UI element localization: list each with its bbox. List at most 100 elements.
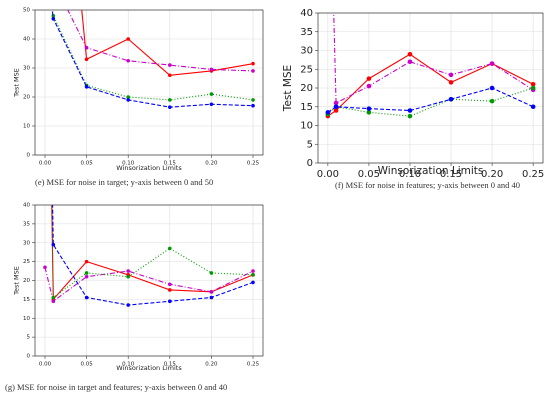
y-tick-label: 50 — [23, 8, 30, 14]
data-point — [209, 92, 214, 96]
plot-frame — [34, 9, 264, 156]
y-tick-label: 0 — [27, 354, 31, 360]
y-tick-label: 30 — [23, 66, 30, 72]
data-point — [251, 269, 255, 273]
x-tick-label: 0.15 — [164, 160, 177, 166]
data-point — [126, 274, 130, 279]
x-tick-label: 0.10 — [122, 361, 135, 367]
data-point — [51, 299, 56, 304]
data-point — [168, 282, 172, 287]
x-tick-label: 0.20 — [481, 169, 503, 180]
data-point — [168, 288, 172, 292]
caption: (f) MSE for noise in features; y-axis be… — [335, 180, 520, 190]
data-point — [407, 113, 413, 119]
data-point — [168, 98, 172, 102]
caption: (e) MSE for noise in target; y-axis betw… — [35, 177, 213, 187]
x-tick-label: 0.20 — [205, 160, 218, 166]
data-point — [84, 45, 89, 50]
x-tick-label: 0.00 — [317, 169, 339, 180]
data-point — [168, 246, 172, 251]
data-point — [84, 85, 89, 89]
series-line — [44, 267, 254, 303]
data-point — [251, 103, 255, 108]
series-line — [51, 10, 254, 101]
series-line — [67, 10, 254, 72]
y-tick-label: 10 — [300, 121, 313, 132]
series-line — [51, 205, 254, 299]
data-point — [366, 76, 372, 81]
y-tick-label: 15 — [300, 102, 313, 113]
plot-frame — [34, 204, 264, 357]
series-line — [51, 205, 254, 301]
data-point — [209, 290, 214, 294]
data-point — [209, 271, 214, 275]
data-point — [84, 274, 89, 279]
y-tick-label: 35 — [23, 221, 30, 227]
data-point — [209, 67, 214, 72]
data-point — [448, 72, 454, 78]
x-tick-label: 0.15 — [440, 169, 462, 180]
data-point — [489, 61, 495, 66]
x-tick-label: 0.05 — [80, 361, 93, 367]
y-tick-label: 20 — [300, 83, 313, 94]
y-tick-label: 0 — [27, 153, 31, 159]
plot-area — [51, 10, 255, 109]
data-point — [168, 299, 172, 304]
series-line — [333, 13, 534, 104]
x-tick-label: 0.25 — [522, 169, 544, 180]
y-tick-label: 20 — [23, 278, 30, 284]
x-tick-label: 0.00 — [39, 361, 52, 367]
data-point — [43, 265, 47, 270]
data-point — [489, 98, 495, 104]
data-point — [209, 102, 214, 107]
data-point — [51, 16, 56, 21]
plot-area — [325, 13, 536, 119]
data-point — [251, 61, 255, 66]
data-point — [333, 104, 339, 110]
data-point — [126, 98, 130, 102]
x-tick-label: 0.25 — [247, 361, 260, 367]
y-tick-label: 40 — [23, 37, 30, 43]
data-point — [126, 58, 130, 63]
data-point — [530, 104, 536, 110]
data-point — [530, 85, 536, 91]
data-point — [407, 51, 413, 57]
y-tick-label: 25 — [300, 64, 313, 75]
x-axis-label: Winsorization Limits — [378, 165, 484, 177]
x-tick-label: 0.20 — [205, 361, 218, 367]
data-point — [366, 83, 372, 89]
y-axis-label: Test MSE — [13, 266, 21, 296]
data-point — [84, 271, 89, 275]
y-tick-label: 30 — [300, 46, 313, 57]
y-tick-label: 5 — [307, 139, 313, 150]
y-tick-label: 5 — [27, 335, 31, 341]
series-line — [51, 10, 254, 108]
x-tick-label: 0.15 — [164, 361, 177, 367]
y-tick-label: 40 — [300, 8, 313, 19]
x-tick-label: 0.10 — [399, 169, 421, 180]
data-point — [126, 269, 130, 273]
y-tick-label: 10 — [23, 124, 30, 130]
data-point — [251, 273, 255, 277]
data-point — [366, 110, 372, 115]
data-point — [448, 80, 454, 85]
plot-area — [43, 205, 255, 307]
data-point — [530, 81, 536, 87]
data-point — [51, 242, 56, 247]
data-point — [333, 108, 339, 113]
x-tick-label: 0.10 — [122, 160, 135, 166]
data-point — [448, 96, 454, 102]
y-tick-label: 35 — [300, 27, 313, 38]
y-tick-label: 20 — [23, 95, 30, 101]
data-point — [333, 100, 339, 106]
y-axis-label: Test MSE — [13, 68, 21, 98]
data-point — [251, 69, 255, 73]
y-tick-label: 0 — [307, 158, 313, 169]
data-point — [325, 110, 331, 115]
data-point — [84, 57, 89, 62]
x-tick-label: 0.05 — [80, 160, 93, 166]
caption: (g) MSE for noise in target and features… — [5, 382, 227, 392]
data-point — [126, 37, 130, 41]
x-axis-label: Winsorization Limits — [116, 364, 182, 372]
